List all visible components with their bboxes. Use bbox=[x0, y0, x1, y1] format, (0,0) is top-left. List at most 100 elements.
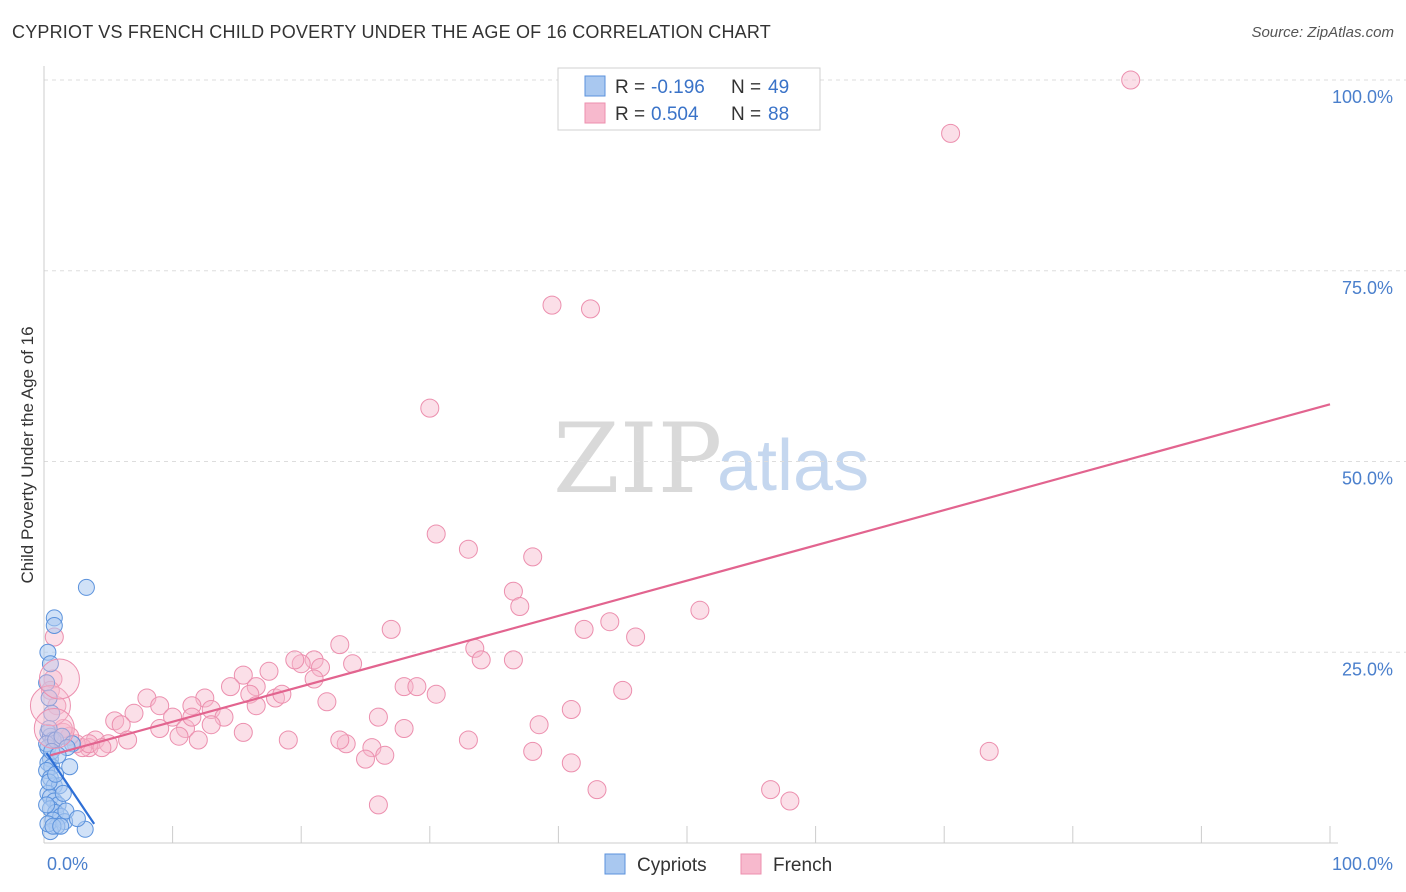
french-point bbox=[285, 650, 305, 670]
bottom-legend-label-cypriots: Cypriots bbox=[637, 855, 707, 876]
french-point bbox=[330, 730, 350, 750]
french-point bbox=[394, 719, 414, 738]
french-point bbox=[304, 650, 324, 670]
cypriots-point bbox=[61, 758, 79, 776]
french-point bbox=[330, 635, 350, 655]
series-legend: Cypriots French bbox=[604, 853, 832, 876]
legend-r-value-cypriots: -0.196 bbox=[651, 77, 705, 98]
french-point bbox=[690, 600, 710, 620]
french-point bbox=[201, 715, 221, 735]
y-tick-label: 100.0% bbox=[1332, 87, 1393, 107]
legend-swatch-cypriots bbox=[584, 75, 606, 97]
french-point bbox=[780, 791, 800, 811]
legend-n-label-french: N = bbox=[731, 104, 761, 125]
french-point bbox=[761, 780, 781, 800]
french-point bbox=[426, 524, 446, 544]
french-point-large bbox=[33, 708, 75, 750]
cypriots-point bbox=[45, 617, 63, 634]
french-point bbox=[291, 654, 311, 674]
legend-r-label-french: R = bbox=[615, 104, 645, 125]
y-tick-label: 25.0% bbox=[1342, 659, 1393, 679]
french-point bbox=[600, 612, 620, 632]
french-point bbox=[311, 658, 330, 677]
french-point-large bbox=[29, 685, 71, 727]
source-label: Source: ZipAtlas.com bbox=[1251, 24, 1394, 41]
trend-lines bbox=[45, 403, 1331, 825]
y-axis-label: Child Poverty Under the Age of 16 bbox=[18, 326, 37, 583]
french-point bbox=[542, 295, 562, 315]
bottom-legend-label-french: French bbox=[773, 855, 832, 876]
stats-legend: R = -0.196 N = 49 R = 0.504 N = 88 bbox=[557, 67, 821, 131]
french-point bbox=[503, 650, 523, 670]
gridlines bbox=[44, 79, 1406, 653]
french-point bbox=[98, 734, 118, 754]
french-point bbox=[1121, 70, 1141, 90]
french-point bbox=[317, 692, 337, 712]
chart-title: CYPRIOT VS FRENCH CHILD POVERTY UNDER TH… bbox=[12, 22, 771, 42]
french-point-large bbox=[38, 658, 80, 700]
watermark-atlas: atlas bbox=[717, 426, 869, 506]
french-point bbox=[458, 730, 478, 750]
french-point bbox=[188, 730, 208, 750]
french-point bbox=[176, 719, 195, 738]
french-point bbox=[233, 722, 253, 742]
watermark: ZIP atlas bbox=[553, 403, 869, 515]
french-point bbox=[529, 715, 549, 735]
legend-r-value-french: 0.504 bbox=[651, 104, 699, 125]
watermark-zip: ZIP bbox=[553, 403, 722, 515]
french-point bbox=[613, 680, 633, 700]
french-point bbox=[150, 719, 170, 738]
french-point bbox=[246, 677, 266, 697]
legend-r-label-cypriots: R = bbox=[615, 77, 645, 98]
french-point bbox=[561, 753, 581, 773]
french-point bbox=[626, 627, 646, 647]
french-point bbox=[375, 745, 395, 765]
french-point bbox=[426, 684, 446, 704]
french-point bbox=[278, 730, 298, 750]
cypriots-trend-line bbox=[45, 752, 96, 825]
legend-n-value-cypriots: 49 bbox=[768, 77, 789, 98]
french-trend-line bbox=[50, 403, 1331, 757]
french-point bbox=[407, 677, 427, 697]
french-point bbox=[581, 299, 600, 319]
french-point bbox=[221, 677, 240, 697]
french-point bbox=[587, 780, 607, 800]
french-point bbox=[979, 741, 999, 761]
french-point bbox=[150, 696, 170, 716]
french-point bbox=[259, 661, 279, 681]
french-point bbox=[420, 398, 440, 418]
french-point bbox=[246, 696, 266, 716]
french-point bbox=[169, 726, 189, 746]
french-point bbox=[458, 539, 478, 559]
y-tick-label: 75.0% bbox=[1342, 278, 1393, 298]
french-point bbox=[941, 123, 961, 143]
cypriots-point bbox=[54, 784, 72, 802]
cypriots-point bbox=[52, 817, 70, 835]
french-point bbox=[368, 795, 388, 815]
x-tick-labels: 0.0% 100.0% bbox=[47, 854, 1393, 874]
legend-swatch-french bbox=[584, 102, 606, 124]
french-point bbox=[523, 547, 543, 567]
french-point bbox=[381, 619, 401, 639]
french-point bbox=[471, 650, 491, 670]
french-point bbox=[233, 665, 253, 685]
french-point bbox=[523, 741, 543, 761]
french-point bbox=[356, 749, 375, 769]
bottom-legend-swatch-french bbox=[740, 853, 762, 875]
cypriots-point bbox=[68, 810, 86, 828]
french-point bbox=[574, 619, 594, 639]
x-tick-label-min: 0.0% bbox=[47, 854, 88, 874]
bottom-legend-swatch-cypriots bbox=[604, 853, 626, 875]
french-point bbox=[124, 703, 144, 723]
french-point bbox=[561, 700, 581, 719]
legend-n-label-cypriots: N = bbox=[731, 77, 761, 98]
french-point bbox=[510, 597, 530, 616]
french-point bbox=[266, 688, 285, 708]
data-points bbox=[29, 70, 1141, 841]
cypriots-point bbox=[38, 796, 56, 814]
french-point bbox=[336, 734, 356, 754]
french-point bbox=[368, 707, 388, 727]
y-tick-label: 50.0% bbox=[1342, 469, 1393, 489]
cypriots-point bbox=[77, 578, 95, 596]
